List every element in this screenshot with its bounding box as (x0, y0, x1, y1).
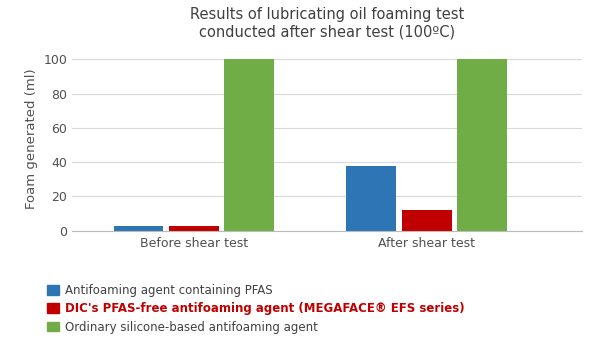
Bar (224, 59, 274, 231)
Bar (113, 226, 163, 231)
Bar (402, 210, 452, 231)
Y-axis label: Foam generated (ml): Foam generated (ml) (25, 69, 38, 209)
Bar (457, 59, 507, 231)
Title: Results of lubricating oil foaming test
conducted after shear test (100ºC): Results of lubricating oil foaming test … (190, 7, 464, 39)
Bar (169, 226, 219, 231)
Legend: Antifoaming agent containing PFAS, DIC's PFAS-free antifoaming agent (MEGAFACE® : Antifoaming agent containing PFAS, DIC's… (47, 284, 464, 334)
Bar (346, 165, 396, 231)
